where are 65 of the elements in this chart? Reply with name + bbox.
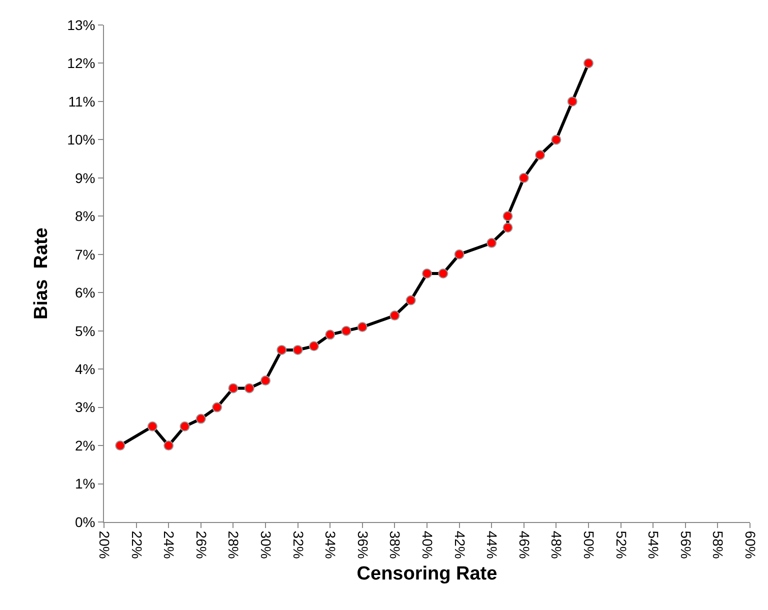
x-tick-label: 54% xyxy=(646,530,662,559)
y-tick-label: 8% xyxy=(74,208,96,224)
point xyxy=(486,238,497,248)
x-tick-label: 22% xyxy=(128,530,145,559)
y-tick-label: 5% xyxy=(74,322,96,339)
y-tick-label: 12% xyxy=(67,55,96,72)
point xyxy=(518,172,529,183)
x-tick-label: 20% xyxy=(96,530,112,559)
x-tick-label: 48% xyxy=(548,530,565,559)
x-tick-label: 58% xyxy=(710,530,726,559)
x-tick-label: 50% xyxy=(580,530,597,559)
y-tick-label: 11% xyxy=(68,93,96,110)
y-tick-label: 9% xyxy=(74,170,96,186)
point xyxy=(212,402,222,412)
point xyxy=(308,341,319,352)
y-tick-label: 1% xyxy=(74,476,96,492)
point xyxy=(164,440,174,451)
x-tick-label: 52% xyxy=(613,530,630,559)
point xyxy=(438,268,448,278)
x-tick-label: 34% xyxy=(322,530,339,559)
point xyxy=(390,310,400,321)
point xyxy=(147,421,158,432)
y-tick-label: 13% xyxy=(67,16,96,33)
y-tick-label: 3% xyxy=(74,399,96,416)
x-tick-label: 44% xyxy=(484,530,500,559)
x-tick-label: 56% xyxy=(678,530,694,559)
x-tick-label: 28% xyxy=(226,530,242,559)
x-tick-label: 32% xyxy=(290,530,306,559)
x-tick-label: 46% xyxy=(516,530,532,559)
point xyxy=(115,440,126,451)
y-tick-label: 2% xyxy=(74,437,96,454)
point xyxy=(422,268,432,278)
x-tick-label: 40% xyxy=(419,530,436,559)
x-tick-label: 26% xyxy=(193,530,210,559)
point xyxy=(276,344,287,355)
x-tick-label: 36% xyxy=(354,530,371,559)
point xyxy=(357,322,368,332)
point xyxy=(502,222,513,233)
point xyxy=(292,344,303,355)
point xyxy=(325,330,336,340)
point xyxy=(196,414,206,424)
point xyxy=(228,383,238,394)
point xyxy=(502,211,513,222)
x-tick-label: 30% xyxy=(258,530,274,559)
x-axis-title: Censoring Rate xyxy=(356,564,498,585)
x-tick-label: 42% xyxy=(452,530,468,559)
point xyxy=(535,150,546,160)
point xyxy=(454,249,464,260)
y-tick-label: 10% xyxy=(67,132,96,148)
point xyxy=(244,383,254,394)
x-tick-label: 38% xyxy=(387,530,404,559)
point xyxy=(584,58,594,68)
point xyxy=(180,421,190,432)
point xyxy=(341,326,352,336)
y-tick-label: 4% xyxy=(74,360,96,377)
x-tick-label: 60% xyxy=(742,530,758,559)
y-tick-label: 6% xyxy=(74,284,96,301)
x-tick-label: 24% xyxy=(161,530,178,559)
point xyxy=(551,134,562,145)
point xyxy=(260,376,270,386)
y-tick-label: 7% xyxy=(74,246,96,262)
y-tick-label: 0% xyxy=(74,514,96,530)
point xyxy=(406,295,416,306)
y-axis-title: Bias Rate xyxy=(31,228,52,320)
point xyxy=(567,96,578,106)
